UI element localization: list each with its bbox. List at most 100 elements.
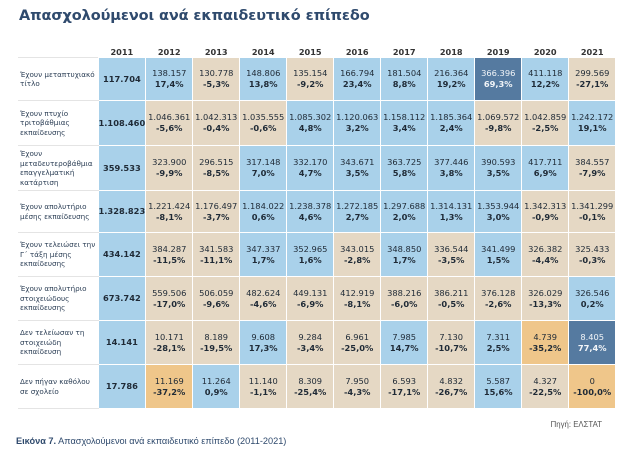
cell-value: 390.593 [481,157,516,167]
cell-change-percent: 3,8% [439,168,463,178]
cell-value: 323.900 [152,157,187,167]
cell-change-percent: 3,5% [345,168,369,178]
data-cell: 17.786 [97,364,147,409]
year-header: 2016 [345,47,369,57]
table-body: Έχουν μεταπτυχιακό τίτλο 117.704 138.157 17… [18,57,617,409]
data-cell: 336.544 -3,5% [427,232,476,277]
cell-value: 386.211 [434,287,469,298]
cell-change-percent: -5,6% [155,123,183,133]
cell-change-percent: -100,0% [573,386,612,397]
cell-value: 359.533 [102,162,141,173]
data-cell: 138.157 17,4% [145,57,194,101]
cell-change-percent: -25,4% [294,386,327,397]
data-cell: 1.353.944 3,0% [474,190,523,233]
cell-change-percent: -0,5% [437,298,465,309]
cell-value: 1.120.063 [336,112,379,122]
cell-change-percent: -2,8% [343,254,371,265]
cell-change-percent: -2,6% [484,298,512,309]
cell-change-percent: -0,9% [531,211,559,222]
cell-change-percent: 2,4% [439,123,463,133]
cell-change-percent: 4,7% [298,168,322,178]
cell-value: 1.046.361 [148,112,191,122]
table-row: Έχουν τελειώσει την Γ΄ τάξη μέσης εκπαίδ… [18,232,617,277]
cell-change-percent: 0,2% [580,298,604,309]
cell-change-percent: -1,1% [249,386,277,397]
cell-value: 1.184.022 [242,200,285,211]
data-cell: 1.176.497 -3,7% [192,190,241,233]
cell-value: 7.130 [439,331,464,342]
cell-change-percent: 3,4% [392,123,416,133]
cell-change-percent: -11,1% [200,254,233,265]
cell-value: 17.786 [105,381,138,391]
header-spacer [18,43,98,58]
cell-change-percent: -26,7% [435,386,468,397]
data-cell: 386.211 -0,5% [427,276,476,321]
cell-change-percent: -6,0% [390,298,418,309]
cell-value: 11.264 [201,375,231,386]
caption-label: Εικόνα 7. [16,436,57,446]
data-cell: 384.287 -11,5% [145,232,194,277]
cell-value: 366.396 [481,68,516,78]
year-header: 2017 [392,47,416,57]
data-cell: 148.806 13,8% [239,57,288,101]
cell-change-percent: -28,1% [153,342,186,353]
cell-change-percent: -11,5% [153,254,186,265]
cell-change-percent: -3,5% [437,254,465,265]
cell-change-percent: -8,5% [202,168,230,178]
cell-change-percent: 6,9% [533,168,557,178]
data-cell: 9.608 17,3% [239,320,288,365]
data-cell: 332.170 4,7% [286,145,335,191]
cell-change-percent: -37,2% [153,386,186,397]
data-cell: 363.725 5,8% [380,145,429,191]
cell-value: 348.850 [387,243,422,254]
cell-value: 326.029 [528,287,563,298]
cell-change-percent: -9,6% [202,298,230,309]
cell-value: 1.108.460 [98,117,146,128]
cell-change-percent: 3,2% [345,123,369,133]
cell-value: 0 [589,375,595,386]
cell-value: 6.961 [345,331,370,342]
cell-change-percent: -6,9% [296,298,324,309]
data-cell: 135.154 -9,2% [286,57,335,101]
cell-value: 1.185.364 [430,112,473,122]
cell-change-percent: -9,8% [484,123,512,133]
cell-change-percent: -0,4% [202,123,230,133]
cell-change-percent: 1,7% [251,254,275,265]
data-cell: 4.739 -35,2% [521,320,570,365]
cell-value: 377.446 [434,157,469,167]
cell-value: 148.806 [246,68,281,78]
data-cell: 1.069.572 -9,8% [474,100,523,146]
row-label: Έχουν μεταπτυχιακό τίτλο [18,57,99,101]
cell-value: 1.297.688 [383,200,426,211]
row-label: Δεν πήγαν καθόλου σε σχολείο [18,364,99,409]
cell-change-percent: 3,5% [486,168,510,178]
data-cell: 8.309 -25,4% [286,364,335,409]
cell-value: 4.832 [439,375,464,386]
cell-change-percent: 1,7% [392,254,416,265]
year-header: 2013 [204,47,228,57]
data-cell: 323.900 -9,9% [145,145,194,191]
cell-change-percent: -0,1% [578,211,606,222]
cell-value: 336.544 [434,243,469,254]
data-cell: 434.142 [97,232,147,277]
table-row: Έχουν απολυτήριο μέσης εκπαίδευσης 1.328.… [18,190,617,233]
cell-change-percent: 69,3% [483,79,513,89]
cell-change-percent: 2,5% [486,342,510,353]
cell-change-percent: -35,2% [529,342,562,353]
cell-value: 341.583 [199,243,234,254]
cell-change-percent: 5,8% [392,168,416,178]
cell-change-percent: 0,6% [251,211,275,222]
cell-value: 9.284 [298,331,323,342]
data-cell: 10.171 -28,1% [145,320,194,365]
cell-value: 1.342.313 [524,200,567,211]
data-cell: 417.711 6,9% [521,145,570,191]
cell-change-percent: -10,7% [435,342,468,353]
cell-change-percent: -17,0% [153,298,186,309]
cell-value: 317.148 [246,157,281,167]
data-cell: 1.035.555 -0,6% [239,100,288,146]
cell-value: 1.035.555 [242,112,285,122]
year-header: 2018 [439,47,463,57]
data-cell: 1.184.022 0,6% [239,190,288,233]
cell-change-percent: -25,0% [341,342,374,353]
cell-change-percent: 13,8% [248,79,278,89]
